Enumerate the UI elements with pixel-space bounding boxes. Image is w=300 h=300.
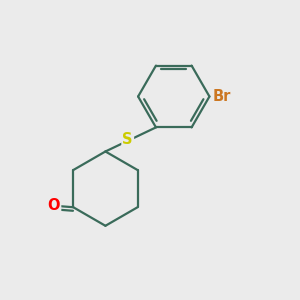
Text: Br: Br	[213, 89, 231, 104]
Text: O: O	[48, 198, 60, 213]
Text: S: S	[122, 132, 133, 147]
